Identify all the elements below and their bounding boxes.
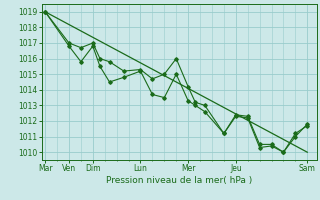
X-axis label: Pression niveau de la mer( hPa ): Pression niveau de la mer( hPa ) [106, 176, 252, 185]
